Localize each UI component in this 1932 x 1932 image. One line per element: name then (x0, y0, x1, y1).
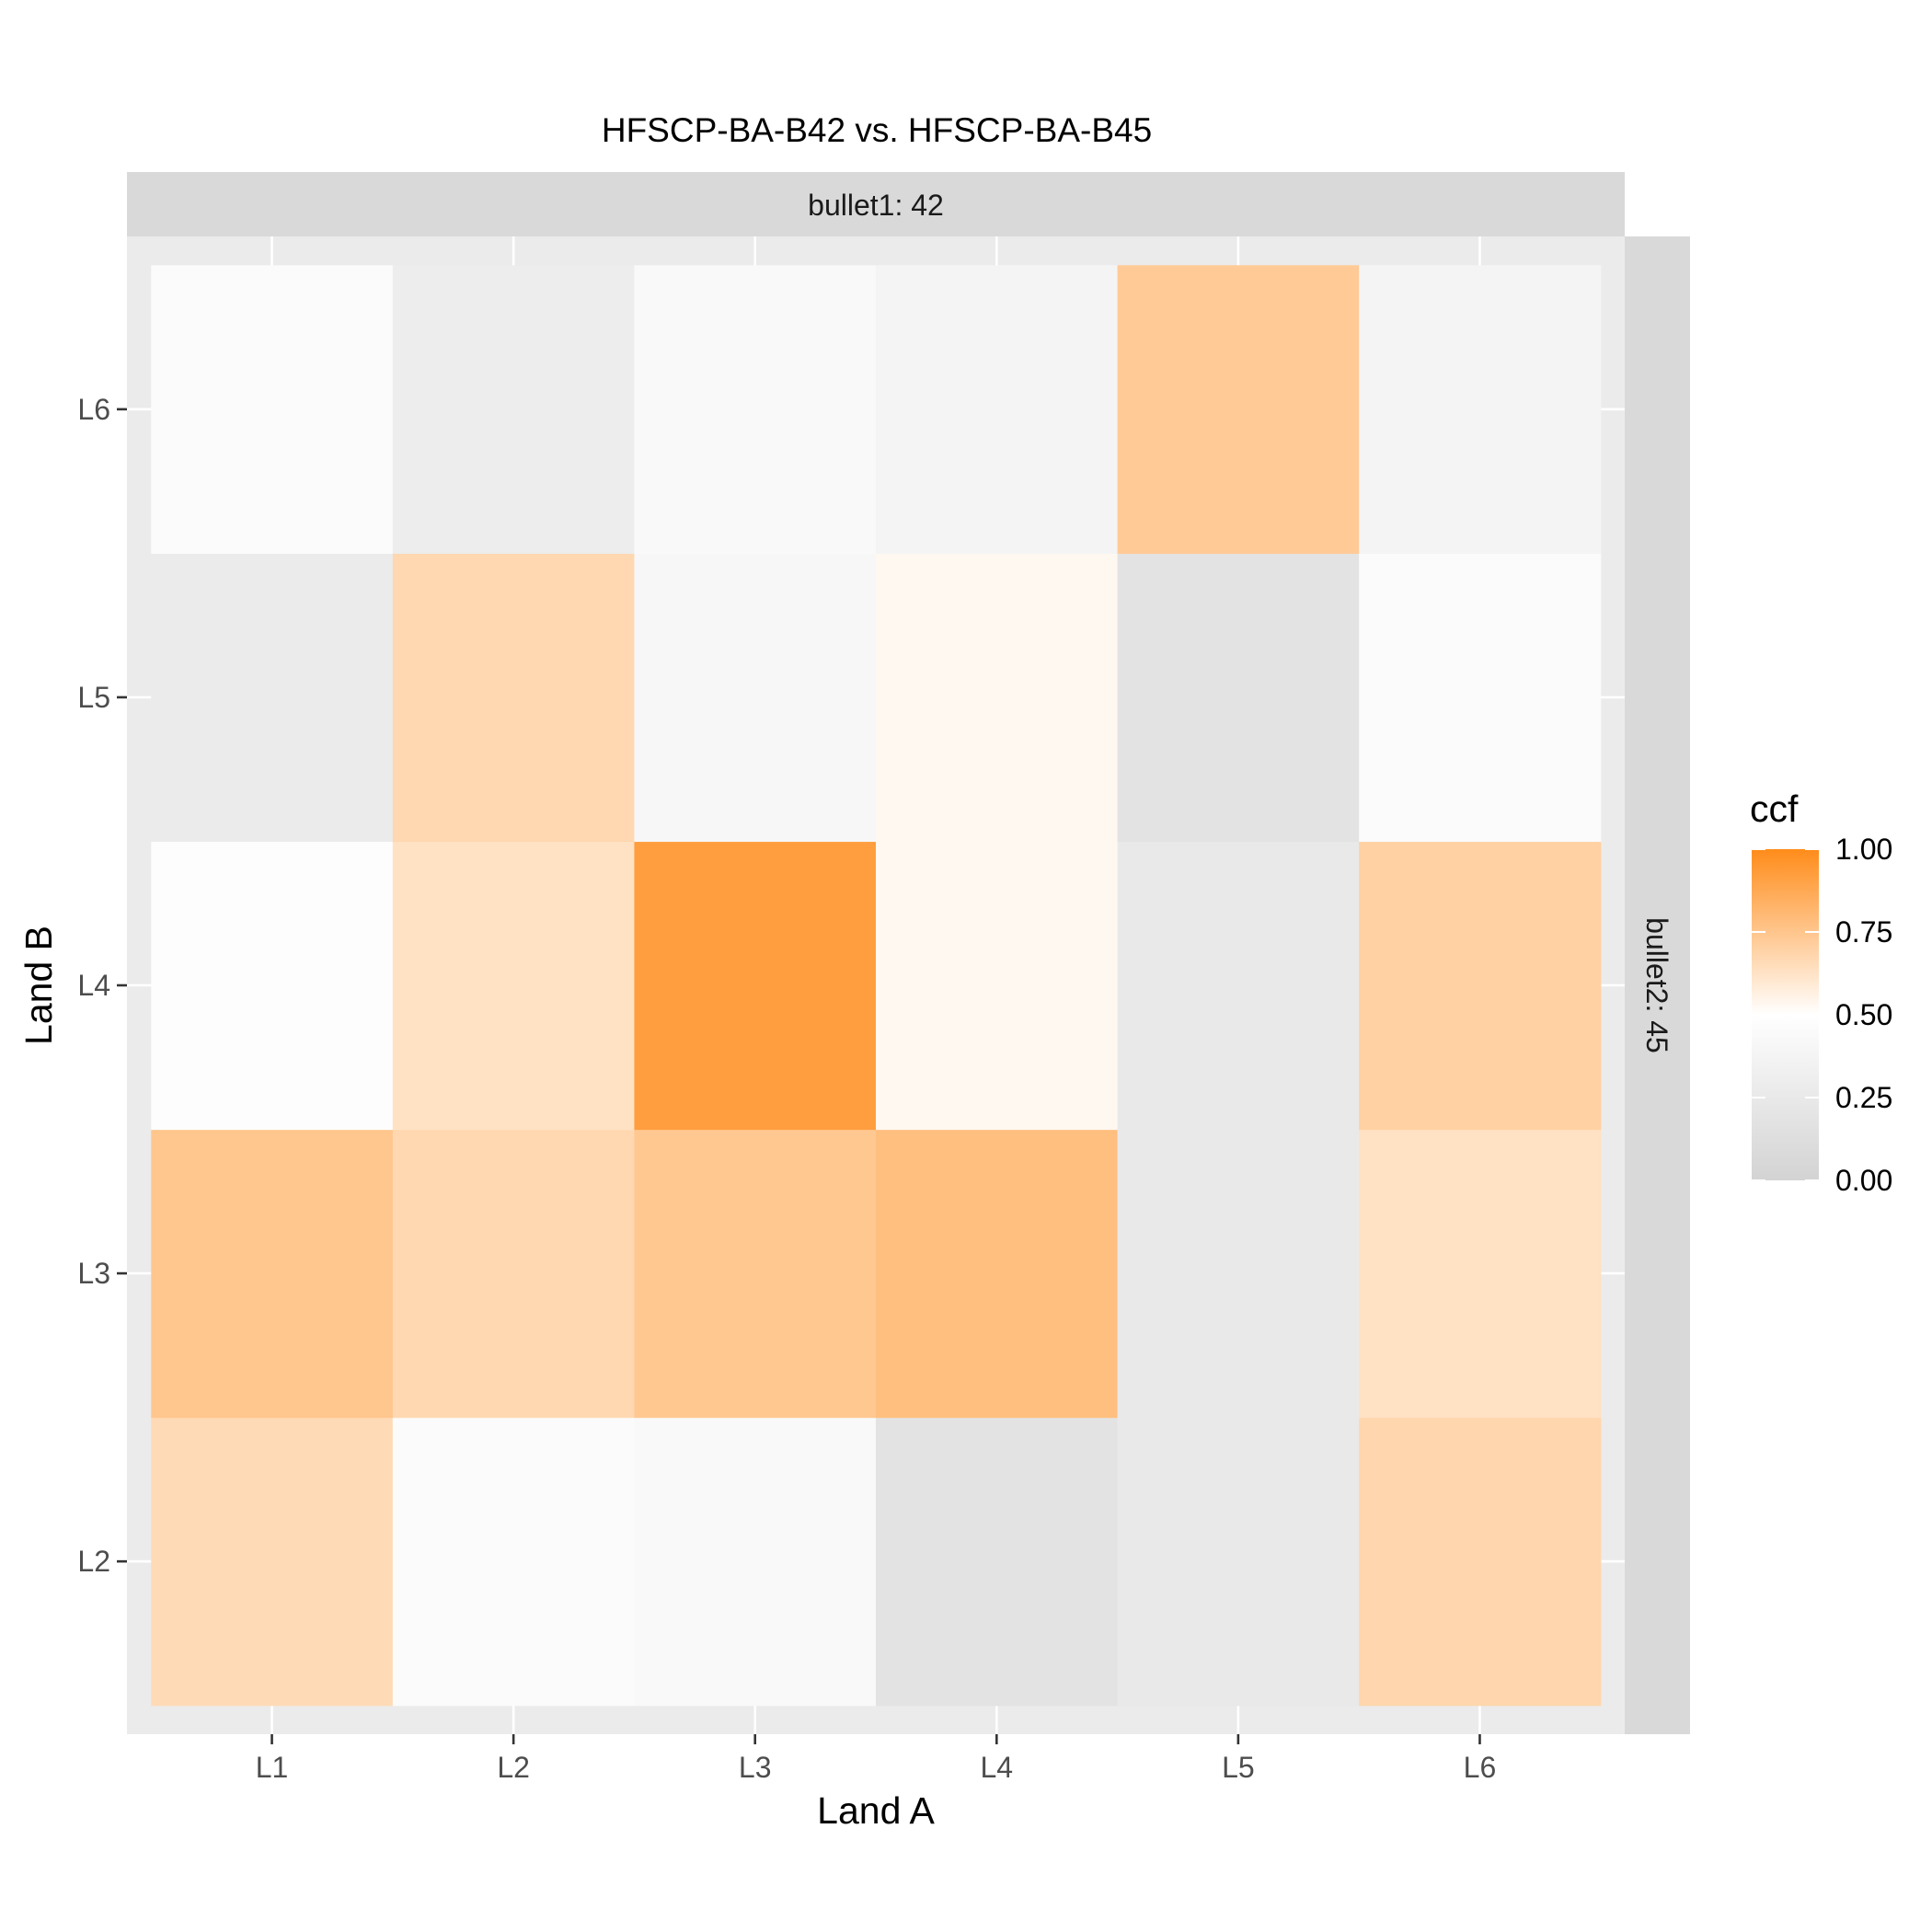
heatmap-cell-l6-l3 (1359, 1129, 1602, 1419)
x-axis-ticks: L1 L2 L3 L4 L5 L6 (256, 1734, 1496, 1784)
legend-tick-label: 0.50 (1835, 998, 1892, 1031)
y-axis-title: Land B (17, 926, 60, 1045)
heatmap-cell-l5-l4 (1117, 841, 1360, 1131)
x-tick-label: L6 (1464, 1751, 1497, 1784)
legend-tick-label: 0.75 (1835, 915, 1892, 949)
legend-tick-label: 0.00 (1835, 1164, 1892, 1197)
heatmap-cell-l4-l4 (876, 841, 1119, 1131)
y-axis-ticks: L2 L3 L4 L5 L6 (77, 393, 127, 1578)
facet-strip-top-label: bullet1: 42 (808, 189, 944, 222)
heatmap-cell-l3-l6 (634, 265, 877, 554)
heatmap-cell-l1-l3 (151, 1129, 394, 1419)
heatmap-cell-l1-l5 (151, 553, 394, 843)
y-tick-label: L2 (77, 1545, 110, 1578)
x-tick-label: L4 (980, 1751, 1013, 1784)
heatmap-cell-l5-l3 (1117, 1129, 1360, 1419)
heatmap-cell-l6-l5 (1359, 553, 1602, 843)
chart-title: HFSCP-BA-B42 vs. HFSCP-BA-B45 (602, 111, 1152, 149)
x-tick-label: L2 (497, 1751, 530, 1784)
facet-strip-top (127, 172, 1625, 236)
heatmap-cell-l2-l4 (392, 841, 636, 1131)
heatmap-cell-l6-l4 (1359, 841, 1602, 1131)
heatmap-cell-l1-l6 (151, 265, 394, 554)
y-tick-label: L4 (77, 969, 110, 1002)
heatmap-cell-l6-l2 (1359, 1417, 1602, 1707)
heatmap-cell-l2-l3 (392, 1129, 636, 1419)
legend-ticks: 1.00 0.75 0.50 0.25 0.00 (1752, 833, 1892, 1197)
x-tick-label: L1 (256, 1751, 289, 1784)
heatmap-cell-l4-l5 (876, 553, 1119, 843)
heatmap-cell-l5-l2 (1117, 1417, 1360, 1707)
heatmap-cell-l3-l5 (634, 553, 877, 843)
legend-tick-label: 1.00 (1835, 833, 1892, 866)
x-tick-label: L5 (1222, 1751, 1255, 1784)
facet-strip-right-label: bullet2: 45 (1640, 917, 1673, 1053)
y-tick-label: L3 (77, 1257, 110, 1290)
heatmap-cell-l4-l3 (876, 1129, 1119, 1419)
heatmap-cell-l3-l4 (634, 841, 877, 1131)
heatmap-cell-l2-l6 (392, 265, 636, 554)
legend-title: ccf (1750, 788, 1799, 830)
x-tick-label: L3 (739, 1751, 772, 1784)
heatmap-cell-l5-l5 (1117, 553, 1360, 843)
heatmap-cell-l6-l6 (1359, 265, 1602, 554)
y-tick-label: L6 (77, 393, 110, 426)
facet-strip-right (1625, 236, 1690, 1734)
heatmap-tiles (151, 265, 1602, 1707)
heatmap-cell-l1-l2 (151, 1417, 394, 1707)
heatmap-cell-l3-l3 (634, 1129, 877, 1419)
x-axis-title: Land A (817, 1789, 935, 1832)
heatmap-cell-l2-l5 (392, 553, 636, 843)
legend-tick-label: 0.25 (1835, 1081, 1892, 1114)
heatmap-cell-l5-l6 (1117, 265, 1360, 554)
heatmap-cell-l4-l6 (876, 265, 1119, 554)
heatmap-cell-l1-l4 (151, 841, 394, 1131)
y-tick-label: L5 (77, 681, 110, 714)
heatmap-cell-l2-l2 (392, 1417, 636, 1707)
heatmap-cell-l3-l2 (634, 1417, 877, 1707)
heatmap-cell-l4-l2 (876, 1417, 1119, 1707)
